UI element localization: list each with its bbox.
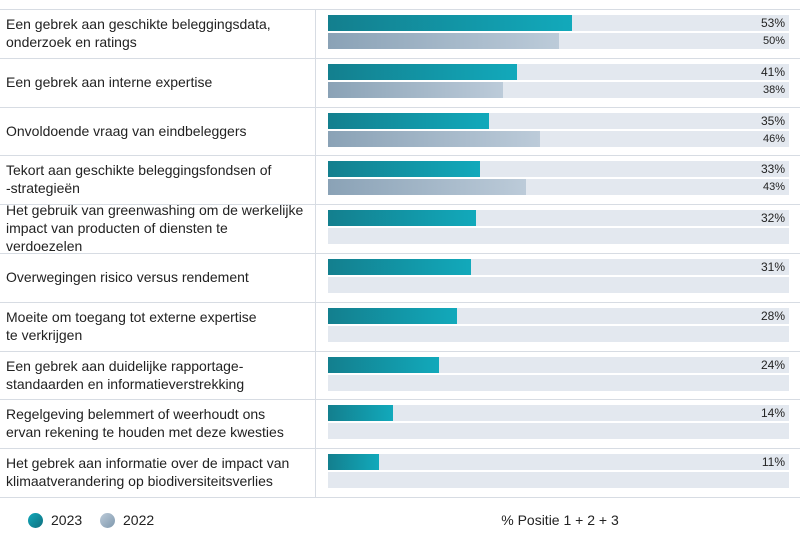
data-label-2023: 14%: [760, 406, 785, 421]
chart-row: Het gebruik van greenwashing om de werke…: [0, 202, 800, 255]
category-label-text: Het gebrek aan informatie over de impact…: [6, 455, 290, 490]
category-label-text: Een gebrek aan duidelijke rapportage-sta…: [6, 357, 245, 392]
bar-track-2022: 38%: [328, 81, 789, 98]
chart-row: Moeite om toegang tot externe expertise t…: [0, 301, 800, 350]
category-label: Een gebrek aan geschikte beleggingsdata,…: [6, 9, 306, 57]
bar-2023: [328, 356, 439, 373]
data-label-2023: 28%: [760, 308, 785, 323]
bar-2023: [328, 405, 393, 422]
row-separator: [0, 301, 800, 303]
legend-item-2023: 2023: [28, 510, 82, 530]
bar-2022: [328, 179, 527, 196]
data-label-2023: 11%: [761, 455, 785, 470]
legend-item-2022: 2022: [100, 510, 154, 530]
category-label-text: Het gebruik van greenwashing om de werke…: [6, 202, 304, 255]
data-label-2022: 46%: [762, 132, 785, 145]
bar-track-2022: 46%: [328, 130, 789, 147]
bar-2022: [328, 130, 541, 147]
data-label-2023: 41%: [760, 64, 785, 79]
row-separator: [0, 350, 800, 352]
row-separator: [0, 253, 800, 254]
category-label-text: Overwegingen risico versus rendement: [6, 269, 249, 285]
data-label-2023: 31%: [760, 260, 785, 274]
data-label-2023: 53%: [760, 16, 785, 30]
category-label-text: Een gebrek aan interne expertise: [6, 73, 213, 90]
category-label: Moeite om toegang tot externe expertise t…: [6, 302, 306, 350]
bar-track-2023: 32%: [328, 210, 789, 227]
bar-track-2022: [328, 423, 789, 440]
data-label-2023: 32%: [760, 211, 785, 226]
bar-track-2023: 53%: [328, 15, 789, 31]
bar-track-2022: [328, 325, 789, 342]
category-label: Regelgeving belemmert of weerhoudt ons er…: [6, 399, 306, 447]
data-label-2022: 43%: [762, 181, 785, 194]
bar-track-2023: 33%: [328, 161, 789, 178]
bar-track-2022: 50%: [328, 33, 789, 49]
data-label-2023: 24%: [760, 357, 785, 372]
row-separator: [0, 155, 800, 157]
category-label: Tekort aan geschikte beleggingsfondsen o…: [6, 155, 306, 203]
category-label: Overwegingen risico versus rendement: [6, 253, 306, 301]
bar-2023: [328, 210, 476, 227]
chart-row: Een gebrek aan duidelijke rapportage-sta…: [0, 350, 800, 399]
bar-track-2023: 31%: [328, 259, 789, 275]
category-label-text: Regelgeving belemmert of weerhoudt ons er…: [6, 406, 284, 441]
bar-2023: [328, 454, 379, 471]
chart-row: Onvoldoende vraag van eindbeleggers 35% 46…: [0, 106, 800, 155]
data-label-2023: 33%: [760, 162, 785, 177]
bar-track-2023: 41%: [328, 63, 789, 80]
bar-2022: [328, 81, 504, 98]
legend-swatch-2022: [100, 512, 115, 528]
data-label-2023: 35%: [760, 113, 785, 128]
data-label-2022: 50%: [762, 35, 785, 47]
chart-row: Tekort aan geschikte beleggingsfondsen o…: [0, 155, 800, 203]
bar-2022: [328, 33, 559, 49]
category-label: Onvoldoende vraag van eindbeleggers: [6, 107, 306, 155]
bar-track-2022: [328, 228, 789, 245]
bar-track-2022: 43%: [328, 179, 789, 196]
chart-row: Een gebrek aan interne expertise 41% 38%: [0, 57, 800, 106]
bar-track-2022: [328, 374, 789, 391]
chart-row: Een gebrek aan geschikte beleggingsdata,…: [0, 9, 800, 57]
bar-2023: [328, 161, 481, 178]
category-label: Het gebrek aan informatie over de impact…: [6, 448, 306, 496]
category-label: Het gebruik van greenwashing om de werke…: [6, 202, 306, 255]
legend-label-2023: 2023: [51, 512, 83, 528]
bar-2023: [328, 259, 471, 275]
chart-row: Overwegingen risico versus rendement 31%: [0, 253, 800, 301]
x-axis-caption: % Positie 1 + 2 + 3: [501, 512, 619, 528]
bar-track-2023: 14%: [328, 405, 789, 422]
bar-track-2023: 24%: [328, 356, 789, 373]
legend-swatch-2023: [28, 512, 43, 528]
category-label-text: Een gebrek aan geschikte beleggingsdata,…: [6, 16, 271, 50]
row-separator: [0, 57, 800, 59]
chart-row: Regelgeving belemmert of weerhoudt ons er…: [0, 399, 800, 447]
category-label: Een gebrek aan interne expertise: [6, 58, 306, 106]
bar-2023: [328, 307, 458, 324]
bar-track-2023: 28%: [328, 307, 789, 324]
category-label-text: Moeite om toegang tot externe expertise t…: [6, 308, 257, 343]
bar-chart: Een gebrek aan geschikte beleggingsdata,…: [0, 9, 800, 498]
row-separator: [0, 399, 800, 401]
bar-2023: [328, 63, 517, 80]
row-separator: [0, 9, 800, 10]
row-separator: [0, 448, 800, 450]
row-separator: [0, 204, 800, 206]
bar-2023: [328, 15, 573, 31]
chart-row: Het gebrek aan informatie over de impact…: [0, 448, 800, 496]
bar-track-2022: [328, 472, 789, 489]
category-label-text: Tekort aan geschikte beleggingsfondsen o…: [6, 162, 272, 197]
category-label-text: Onvoldoende vraag van eindbeleggers: [6, 122, 247, 139]
legend-label-2022: 2022: [123, 512, 155, 528]
data-label-2022: 38%: [762, 83, 785, 96]
bar-2023: [328, 112, 490, 129]
row-separator: [0, 497, 800, 498]
row-separator: [0, 106, 800, 108]
bar-track-2023: 35%: [328, 112, 789, 129]
bar-track-2023: 11%: [328, 454, 789, 471]
category-label: Een gebrek aan duidelijke rapportage-sta…: [6, 351, 306, 399]
bar-track-2022: [328, 277, 789, 293]
